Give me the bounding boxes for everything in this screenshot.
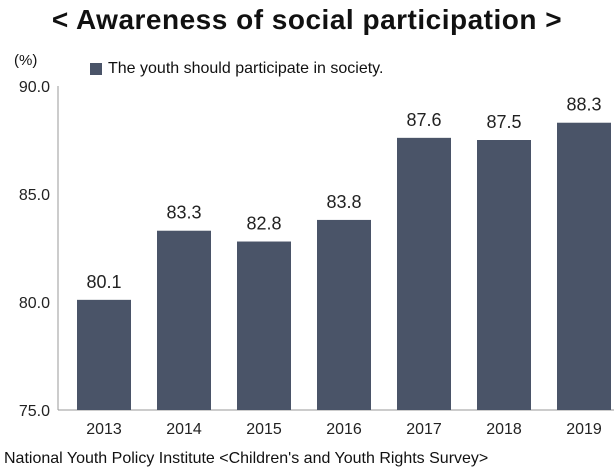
y-axis-unit: (%) xyxy=(14,52,38,69)
data-label: 83.3 xyxy=(166,203,201,223)
x-tick-label: 2019 xyxy=(566,421,602,438)
bar xyxy=(237,241,291,410)
legend: The youth should participate in society. xyxy=(90,60,383,78)
data-label: 82.8 xyxy=(246,214,281,234)
bar xyxy=(317,219,371,410)
y-tick-label: 80.0 xyxy=(19,295,50,312)
x-tick-label: 2014 xyxy=(166,421,202,438)
data-label: 87.6 xyxy=(406,110,441,130)
data-label: 87.5 xyxy=(486,112,521,132)
bar xyxy=(557,122,611,410)
bar xyxy=(77,299,131,410)
data-label: 83.8 xyxy=(326,192,361,212)
x-tick-label: 2013 xyxy=(86,421,122,438)
bar xyxy=(397,137,451,410)
source-note: National Youth Policy Institute <Childre… xyxy=(4,450,489,467)
x-tick-label: 2015 xyxy=(246,421,282,438)
bar xyxy=(477,140,531,410)
data-label: 88.3 xyxy=(566,95,601,115)
legend-swatch xyxy=(90,63,102,75)
y-tick-label: 85.0 xyxy=(19,187,50,204)
data-label: 80.1 xyxy=(86,272,121,292)
y-tick-label: 75.0 xyxy=(19,403,50,420)
x-tick-label: 2016 xyxy=(326,421,362,438)
x-tick-label: 2018 xyxy=(486,421,522,438)
legend-label: The youth should participate in society. xyxy=(108,60,384,77)
bar xyxy=(157,230,211,410)
chart-title: < Awareness of social participation > xyxy=(51,4,563,35)
x-tick-label: 2017 xyxy=(406,421,442,438)
y-tick-label: 90.0 xyxy=(19,79,50,96)
